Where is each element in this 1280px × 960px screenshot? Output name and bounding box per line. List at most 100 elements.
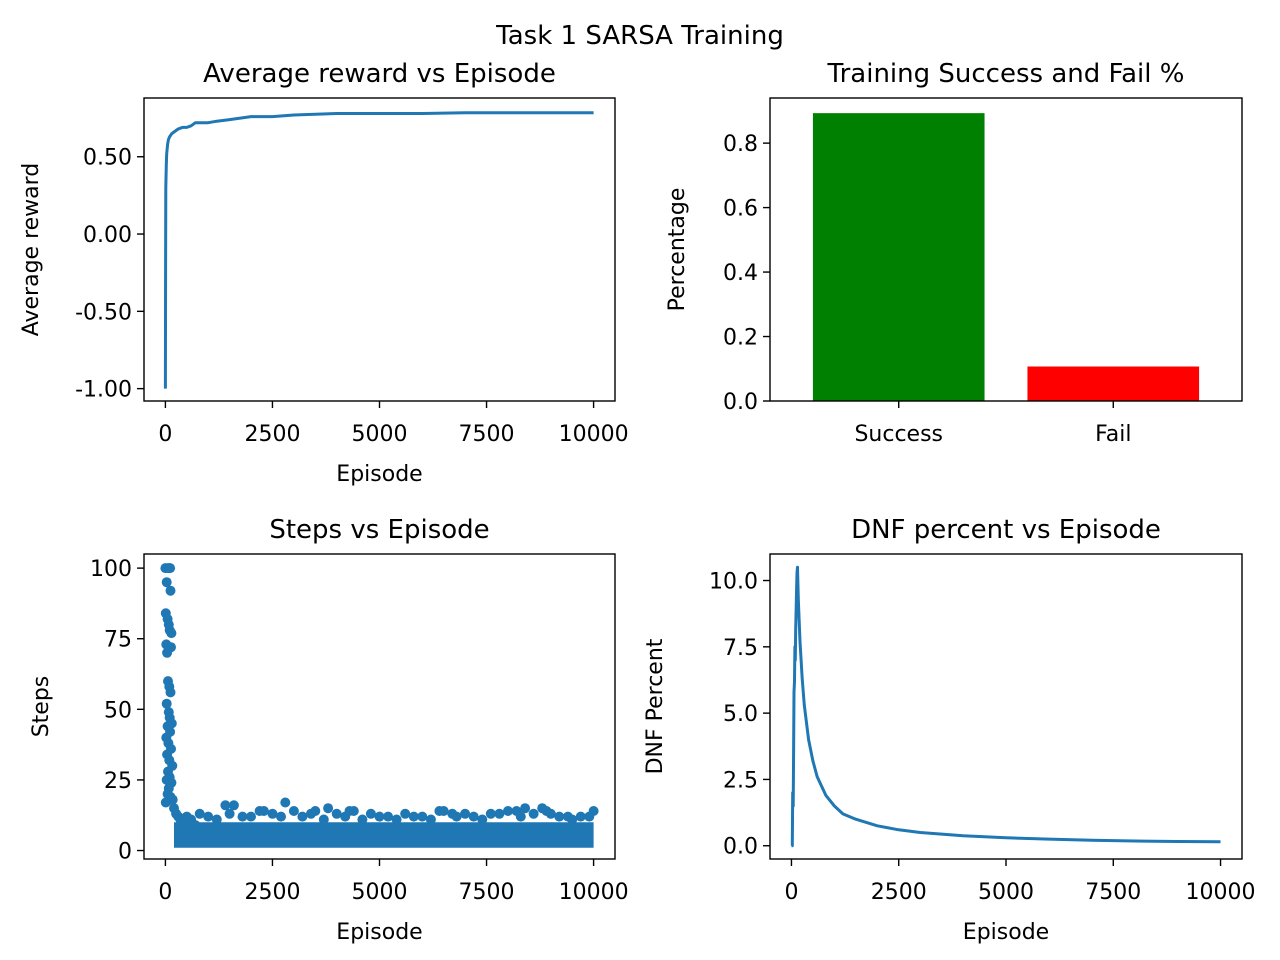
scatter-point-89 xyxy=(503,806,513,816)
scatter-point-77 xyxy=(408,811,419,822)
y-tick-label: 10.0 xyxy=(709,570,758,595)
scatter-point-49 xyxy=(203,811,214,822)
scatter-point-96 xyxy=(545,808,556,819)
scatter-point-78 xyxy=(417,811,428,822)
scatter-point-76 xyxy=(400,808,411,819)
x-axis-label: Episode xyxy=(336,920,422,945)
series-line-1 xyxy=(163,111,594,389)
scatter-point-61 xyxy=(288,806,299,816)
scatter-point-48 xyxy=(194,808,205,819)
scatter-point-60 xyxy=(280,797,291,808)
y-tick-label: 0.0 xyxy=(723,390,758,415)
y-tick-label: 2.5 xyxy=(723,768,758,793)
x-tick-label: 0 xyxy=(158,422,172,447)
x-tick-label: 5000 xyxy=(352,422,408,447)
y-tick-label: 0.8 xyxy=(723,132,758,157)
y-tick-label: 5.0 xyxy=(723,702,758,727)
scatter-point-86 xyxy=(477,814,488,825)
scatter-point-75 xyxy=(391,814,402,825)
y-tick-label: 100 xyxy=(90,557,132,582)
scatter-point-53 xyxy=(228,800,239,811)
scatter-point-99 xyxy=(567,814,578,825)
x-tick-label: 2500 xyxy=(244,422,300,447)
y-tick-label: 0.6 xyxy=(723,197,758,222)
bar-success xyxy=(812,113,985,402)
scatter-point-15 xyxy=(162,647,173,658)
series-line-1 xyxy=(790,565,1221,848)
scatter-point-70 xyxy=(348,806,359,816)
scatter-point-19 xyxy=(161,698,172,709)
chart-panel-3: Steps vs Episode 0 2500 5000 7500 10000 0 25 50 7… xyxy=(29,515,629,945)
scatter-point-58 xyxy=(267,808,278,819)
scatter-point-85 xyxy=(468,811,479,822)
y-tick-label: 0.0 xyxy=(723,835,758,860)
scatter-point-92 xyxy=(520,803,531,814)
y-tick-label: 25 xyxy=(104,769,132,794)
y-tick-label: -1.00 xyxy=(75,378,132,403)
scatter-point-100 xyxy=(575,811,586,822)
scatter-point-74 xyxy=(383,811,394,822)
scatter-point-97 xyxy=(554,811,565,822)
scatter-point-59 xyxy=(276,811,286,822)
scatter-point-64 xyxy=(310,806,321,816)
y-axis-label: Steps xyxy=(29,676,54,738)
scatter-point-65 xyxy=(318,814,329,825)
scatter-point-50 xyxy=(211,814,222,825)
scatter-dense-band xyxy=(174,822,594,848)
x-tick-label: 10000 xyxy=(559,880,629,905)
scatter-point-18 xyxy=(165,687,176,698)
x-tick-label: 7500 xyxy=(1085,880,1141,905)
scatter-point-88 xyxy=(494,808,505,819)
chart-title: Steps vs Episode xyxy=(269,515,489,545)
x-tick-label: 2500 xyxy=(871,880,927,905)
x-axis-label: Episode xyxy=(963,920,1049,945)
scatter-point-6 xyxy=(165,585,176,596)
scatter-point-39 xyxy=(160,797,171,808)
y-tick-label: 0.2 xyxy=(723,326,758,351)
scatter-point-73 xyxy=(374,811,385,822)
scatter-point-47 xyxy=(190,820,201,831)
scatter-point-72 xyxy=(365,808,376,819)
y-tick-label: 0.50 xyxy=(83,146,132,171)
chart-panels: Average reward vs Episode 0 2500 5000 7500 10… xyxy=(19,59,1256,945)
scatter-points xyxy=(160,563,599,848)
scatter-point-62 xyxy=(297,811,308,822)
scatter-point-83 xyxy=(451,811,462,822)
y-tick-label: 50 xyxy=(104,698,132,723)
x-axis-label: Episode xyxy=(336,462,422,487)
scatter-point-79 xyxy=(425,814,436,825)
x-tick-label: 5000 xyxy=(352,880,408,905)
axes-frame xyxy=(143,97,616,402)
chart-title: Training Success and Fail % xyxy=(827,59,1185,89)
figure-title: Task 1 SARSA Training xyxy=(495,21,784,51)
scatter-point-51 xyxy=(220,800,231,811)
bar-fail xyxy=(1027,366,1200,401)
y-tick-label: -0.50 xyxy=(75,300,132,325)
chart-panel-1: Average reward vs Episode 0 2500 5000 7500 10… xyxy=(19,59,629,487)
scatter-point-84 xyxy=(460,808,471,819)
scatter-point-11 xyxy=(166,628,177,639)
chart-title: Average reward vs Episode xyxy=(203,59,556,89)
scatter-point-81 xyxy=(438,806,449,816)
scatter-point-71 xyxy=(357,814,368,825)
chart-title: DNF percent vs Episode xyxy=(851,515,1161,545)
scatter-point-87 xyxy=(485,808,496,819)
scatter-point-66 xyxy=(323,803,334,814)
scatter-point-91 xyxy=(515,811,526,822)
scatter-point-67 xyxy=(331,808,342,819)
x-tick-label: 7500 xyxy=(459,880,515,905)
y-tick-label: 0 xyxy=(118,840,132,865)
chart-panel-4: DNF percent vs Episode 0 2500 5000 7500 10000… xyxy=(643,515,1256,945)
x-tick-label: Success xyxy=(854,422,943,447)
x-tick-label: 2500 xyxy=(244,880,300,905)
y-tick-label: 7.5 xyxy=(723,636,758,661)
scatter-point-102 xyxy=(588,806,599,816)
axes-frame xyxy=(769,97,1243,402)
y-tick-label: 75 xyxy=(104,628,132,653)
scatter-point-54 xyxy=(237,811,248,822)
scatter-point-52 xyxy=(224,808,235,819)
scatter-point-93 xyxy=(528,808,539,819)
y-tick-label: 0.00 xyxy=(83,223,132,248)
scatter-point-55 xyxy=(246,811,256,822)
